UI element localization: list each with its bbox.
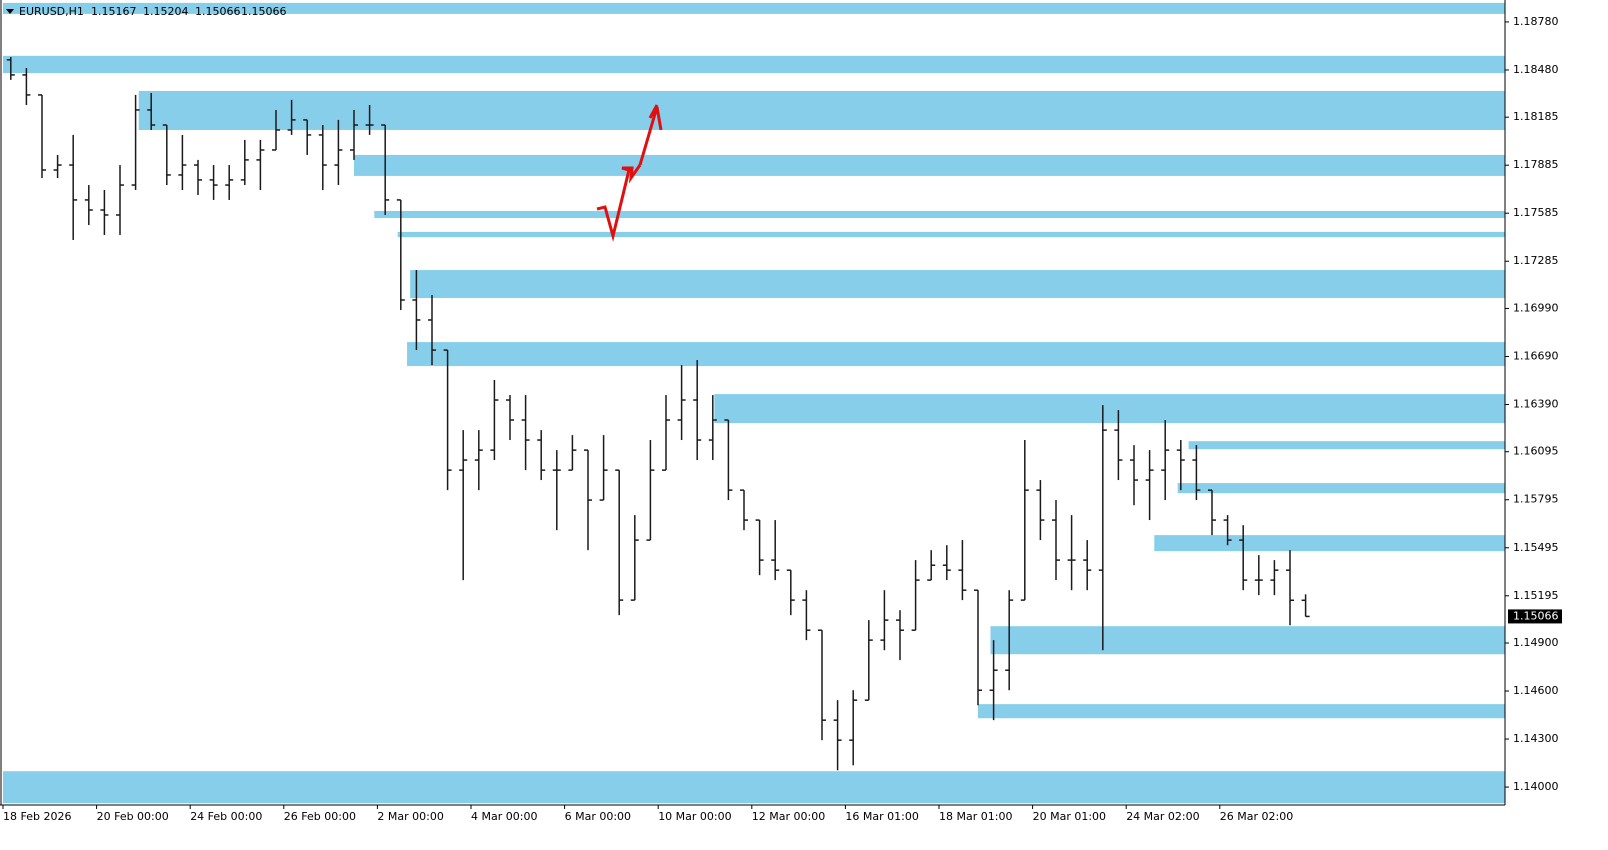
x-tick-label: 10 Mar 00:00 (658, 810, 731, 823)
zone (3, 2, 1505, 14)
current-price-box (1508, 609, 1562, 624)
y-tick-label: 1.17885 (1513, 158, 1559, 171)
current-price-label: 1.15066 (1513, 609, 1559, 622)
x-tick-label: 4 Mar 00:00 (471, 810, 537, 823)
header-close: 1.15066 (241, 5, 287, 18)
header-low: 1.15066 (195, 5, 241, 18)
x-tick-label: 16 Mar 01:00 (845, 810, 918, 823)
x-tick-label: 12 Mar 00:00 (752, 810, 825, 823)
zone (410, 270, 1505, 299)
zone (397, 231, 1506, 238)
zone (3, 55, 1505, 73)
y-tick-label: 1.18185 (1513, 110, 1559, 123)
zone (714, 394, 1505, 424)
y-tick-label: 1.18480 (1513, 63, 1559, 76)
x-tick-label: 20 Feb 00:00 (97, 810, 169, 823)
y-tick-label: 1.14000 (1513, 780, 1559, 793)
header-menu-icon[interactable] (6, 9, 14, 14)
zone (978, 704, 1505, 719)
x-tick-label: 26 Mar 02:00 (1220, 810, 1293, 823)
x-tick-label: 20 Mar 01:00 (1033, 810, 1106, 823)
zone (1154, 535, 1505, 552)
zone (138, 90, 1506, 130)
zone (354, 154, 1505, 176)
y-tick-label: 1.17585 (1513, 206, 1559, 219)
zone (3, 771, 1505, 804)
y-tick-label: 1.18780 (1513, 15, 1559, 28)
x-tick-label: 2 Mar 00:00 (377, 810, 443, 823)
y-tick-label: 1.14900 (1513, 636, 1559, 649)
symbol-label: EURUSD,H1 (19, 5, 84, 18)
price-bars (6, 56, 1310, 771)
y-tick-label: 1.17285 (1513, 254, 1559, 267)
y-tick-label: 1.16390 (1513, 398, 1559, 411)
zones (3, 2, 1506, 804)
x-tick-label: 24 Mar 02:00 (1126, 810, 1199, 823)
y-tick-label: 1.15795 (1513, 493, 1559, 506)
y-tick-label: 1.14300 (1513, 732, 1559, 745)
x-tick-label: 26 Feb 00:00 (284, 810, 356, 823)
arrow-annotation (596, 164, 642, 242)
zone (407, 342, 1505, 367)
header-high: 1.15204 (143, 5, 189, 18)
y-tick-label: 1.14600 (1513, 684, 1559, 697)
header-open: 1.15167 (91, 5, 137, 18)
x-tick-label: 18 Mar 01:00 (939, 810, 1012, 823)
zone (990, 626, 1505, 655)
y-tick-label: 1.15195 (1513, 589, 1559, 602)
zone (1177, 483, 1505, 494)
arrow-head (648, 104, 659, 119)
y-tick-label: 1.15495 (1513, 541, 1559, 554)
axes: 1.18780 1.18480 1.18185 1.17885 1.17585 1.172… (2, 15, 1562, 823)
zone (1188, 441, 1505, 450)
x-tick-label: 6 Mar 00:00 (565, 810, 631, 823)
x-tick-label: 18 Feb 2026 (3, 810, 71, 823)
y-tick-label: 1.16990 (1513, 301, 1559, 314)
zone (374, 210, 1505, 219)
x-tick-label: 24 Feb 00:00 (190, 810, 262, 823)
y-tick-label: 1.16095 (1513, 445, 1559, 458)
y-tick-label: 1.16690 (1513, 349, 1559, 362)
